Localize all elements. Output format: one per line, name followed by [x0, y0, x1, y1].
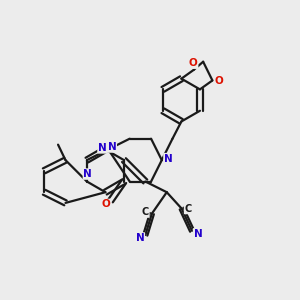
Text: N: N [108, 142, 116, 152]
Text: N: N [83, 169, 92, 179]
Text: N: N [164, 154, 173, 164]
Text: O: O [102, 200, 110, 209]
Text: O: O [214, 76, 223, 86]
Text: N: N [136, 233, 144, 243]
Text: N: N [194, 229, 202, 239]
Text: C: C [142, 207, 149, 217]
Text: C: C [184, 204, 192, 214]
Text: N: N [98, 143, 107, 153]
Text: O: O [189, 58, 198, 68]
